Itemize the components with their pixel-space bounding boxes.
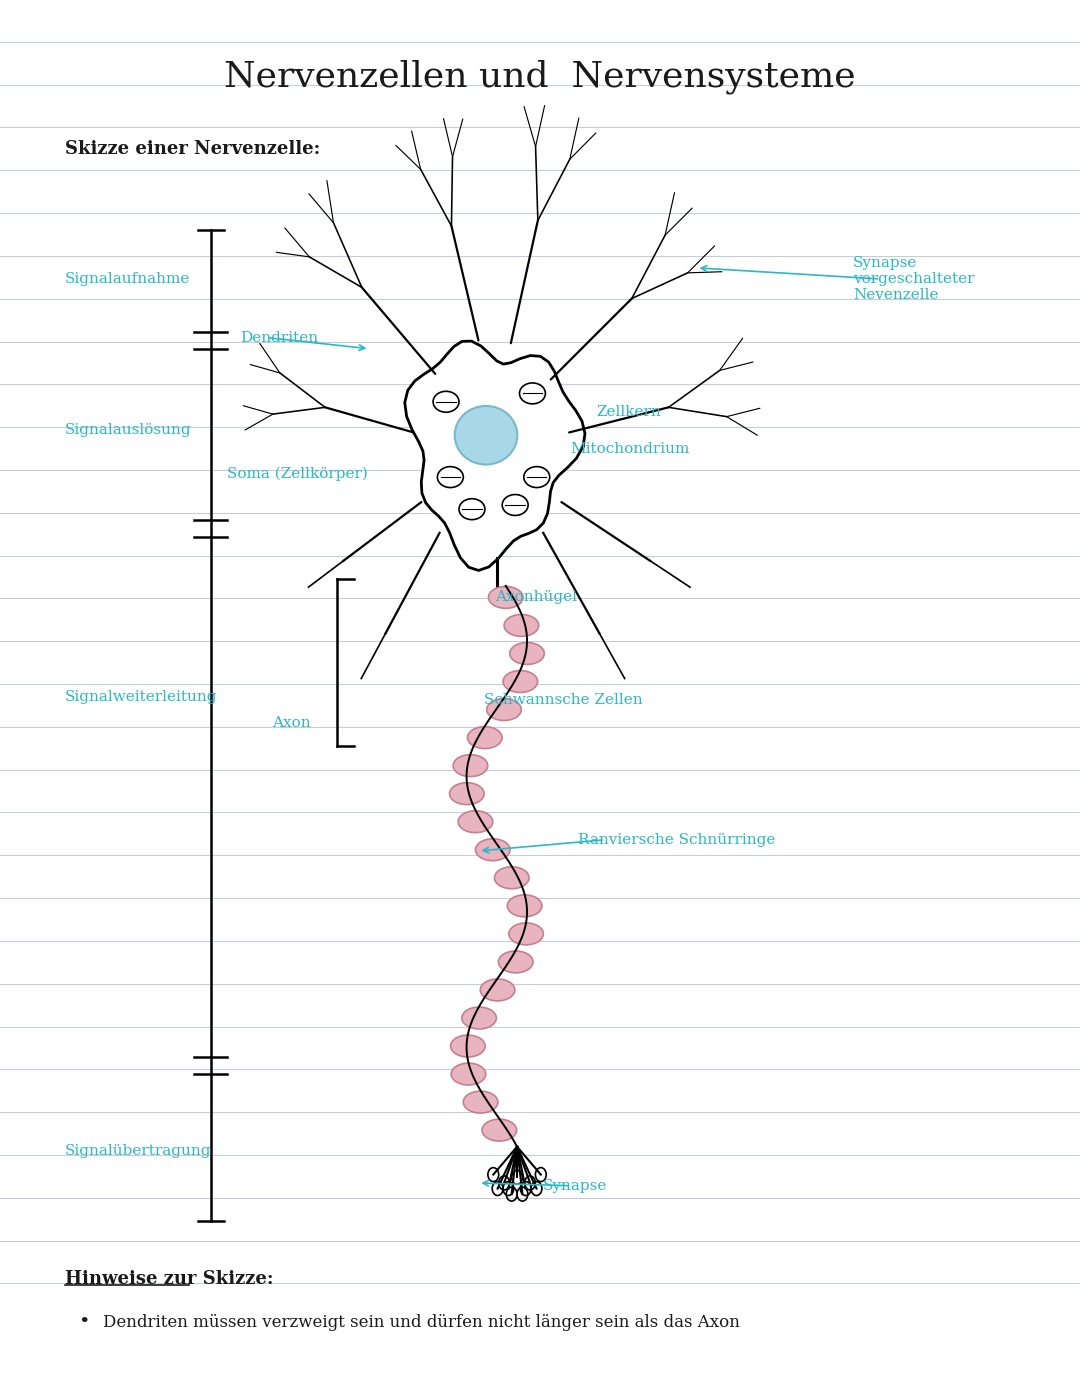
Polygon shape [405, 342, 585, 571]
Text: Dendriten: Dendriten [240, 331, 318, 345]
Ellipse shape [504, 615, 539, 636]
Text: Signalaufnahme: Signalaufnahme [65, 272, 190, 286]
Ellipse shape [454, 755, 488, 777]
Ellipse shape [481, 979, 515, 1000]
Text: Hinweise zur Skizze:: Hinweise zur Skizze: [65, 1271, 273, 1288]
Ellipse shape [487, 699, 522, 720]
Text: Signalauslösung: Signalauslösung [65, 423, 191, 437]
Text: Skizze einer Nervenzelle:: Skizze einer Nervenzelle: [65, 141, 320, 158]
Ellipse shape [508, 896, 542, 917]
Text: Signalübertragung: Signalübertragung [65, 1144, 212, 1158]
Text: Dendriten müssen verzweigt sein und dürfen nicht länger sein als das Axon: Dendriten müssen verzweigt sein und dürf… [103, 1314, 740, 1331]
Ellipse shape [468, 727, 502, 749]
Text: Axon: Axon [272, 716, 311, 730]
Ellipse shape [498, 951, 532, 972]
Ellipse shape [455, 406, 517, 465]
Text: Schwannsche Zellen: Schwannsche Zellen [484, 693, 643, 707]
Ellipse shape [495, 866, 529, 889]
Ellipse shape [463, 1091, 498, 1113]
Ellipse shape [451, 1063, 486, 1085]
Ellipse shape [509, 923, 543, 944]
Ellipse shape [503, 671, 538, 692]
Ellipse shape [450, 1035, 485, 1057]
Text: Ranviersche Schnürringe: Ranviersche Schnürringe [578, 833, 775, 847]
Text: Nervenzellen und  Nervensysteme: Nervenzellen und Nervensysteme [225, 60, 855, 93]
Text: Synapse
vorgeschalteter
Nevenzelle: Synapse vorgeschalteter Nevenzelle [853, 255, 975, 303]
Ellipse shape [462, 1007, 497, 1030]
Text: Zellkern: Zellkern [596, 405, 661, 418]
Ellipse shape [482, 1119, 516, 1141]
Text: Soma (Zellkörper): Soma (Zellkörper) [227, 467, 367, 481]
Ellipse shape [488, 586, 523, 608]
Text: Mitochondrium: Mitochondrium [570, 442, 690, 456]
Text: Synapse: Synapse [543, 1179, 608, 1193]
Ellipse shape [458, 810, 492, 833]
Text: Signalweiterleitung: Signalweiterleitung [65, 691, 217, 704]
Ellipse shape [449, 783, 484, 805]
Ellipse shape [510, 643, 544, 664]
Text: •: • [78, 1314, 90, 1331]
Text: Axonhügel: Axonhügel [495, 590, 577, 604]
Ellipse shape [475, 838, 510, 861]
